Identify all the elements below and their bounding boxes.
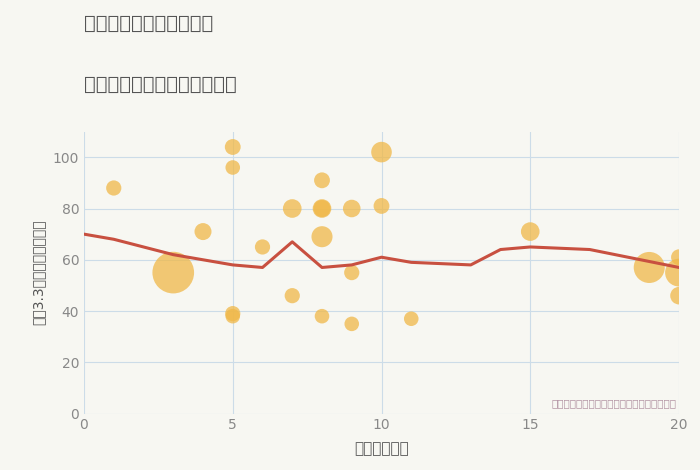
Point	[525, 228, 536, 235]
Point	[227, 310, 238, 317]
Y-axis label: 坪（3.3㎡）単価（万円）: 坪（3.3㎡）単価（万円）	[32, 220, 46, 325]
Point	[406, 315, 417, 322]
Point	[227, 164, 238, 171]
Point	[346, 269, 357, 276]
Point	[287, 205, 298, 212]
Point	[197, 228, 209, 235]
Point	[316, 313, 328, 320]
Point	[673, 292, 685, 299]
Point	[346, 205, 357, 212]
Point	[108, 184, 119, 192]
Point	[227, 313, 238, 320]
Point	[287, 292, 298, 299]
Point	[168, 269, 179, 276]
Text: 円の大きさは、取引のあった物件面積を示す: 円の大きさは、取引のあった物件面積を示す	[551, 399, 676, 408]
Point	[644, 264, 655, 271]
Point	[257, 243, 268, 251]
Point	[376, 149, 387, 156]
Point	[316, 205, 328, 212]
Point	[673, 269, 685, 276]
Text: 駅距離別中古マンション価格: 駅距離別中古マンション価格	[84, 75, 237, 94]
Point	[316, 177, 328, 184]
Point	[673, 253, 685, 261]
Point	[227, 143, 238, 151]
Point	[346, 320, 357, 328]
Point	[376, 202, 387, 210]
X-axis label: 駅距離（分）: 駅距離（分）	[354, 441, 409, 456]
Point	[316, 233, 328, 241]
Point	[316, 205, 328, 212]
Text: 三重県松阪市西肥留町の: 三重県松阪市西肥留町の	[84, 14, 214, 33]
